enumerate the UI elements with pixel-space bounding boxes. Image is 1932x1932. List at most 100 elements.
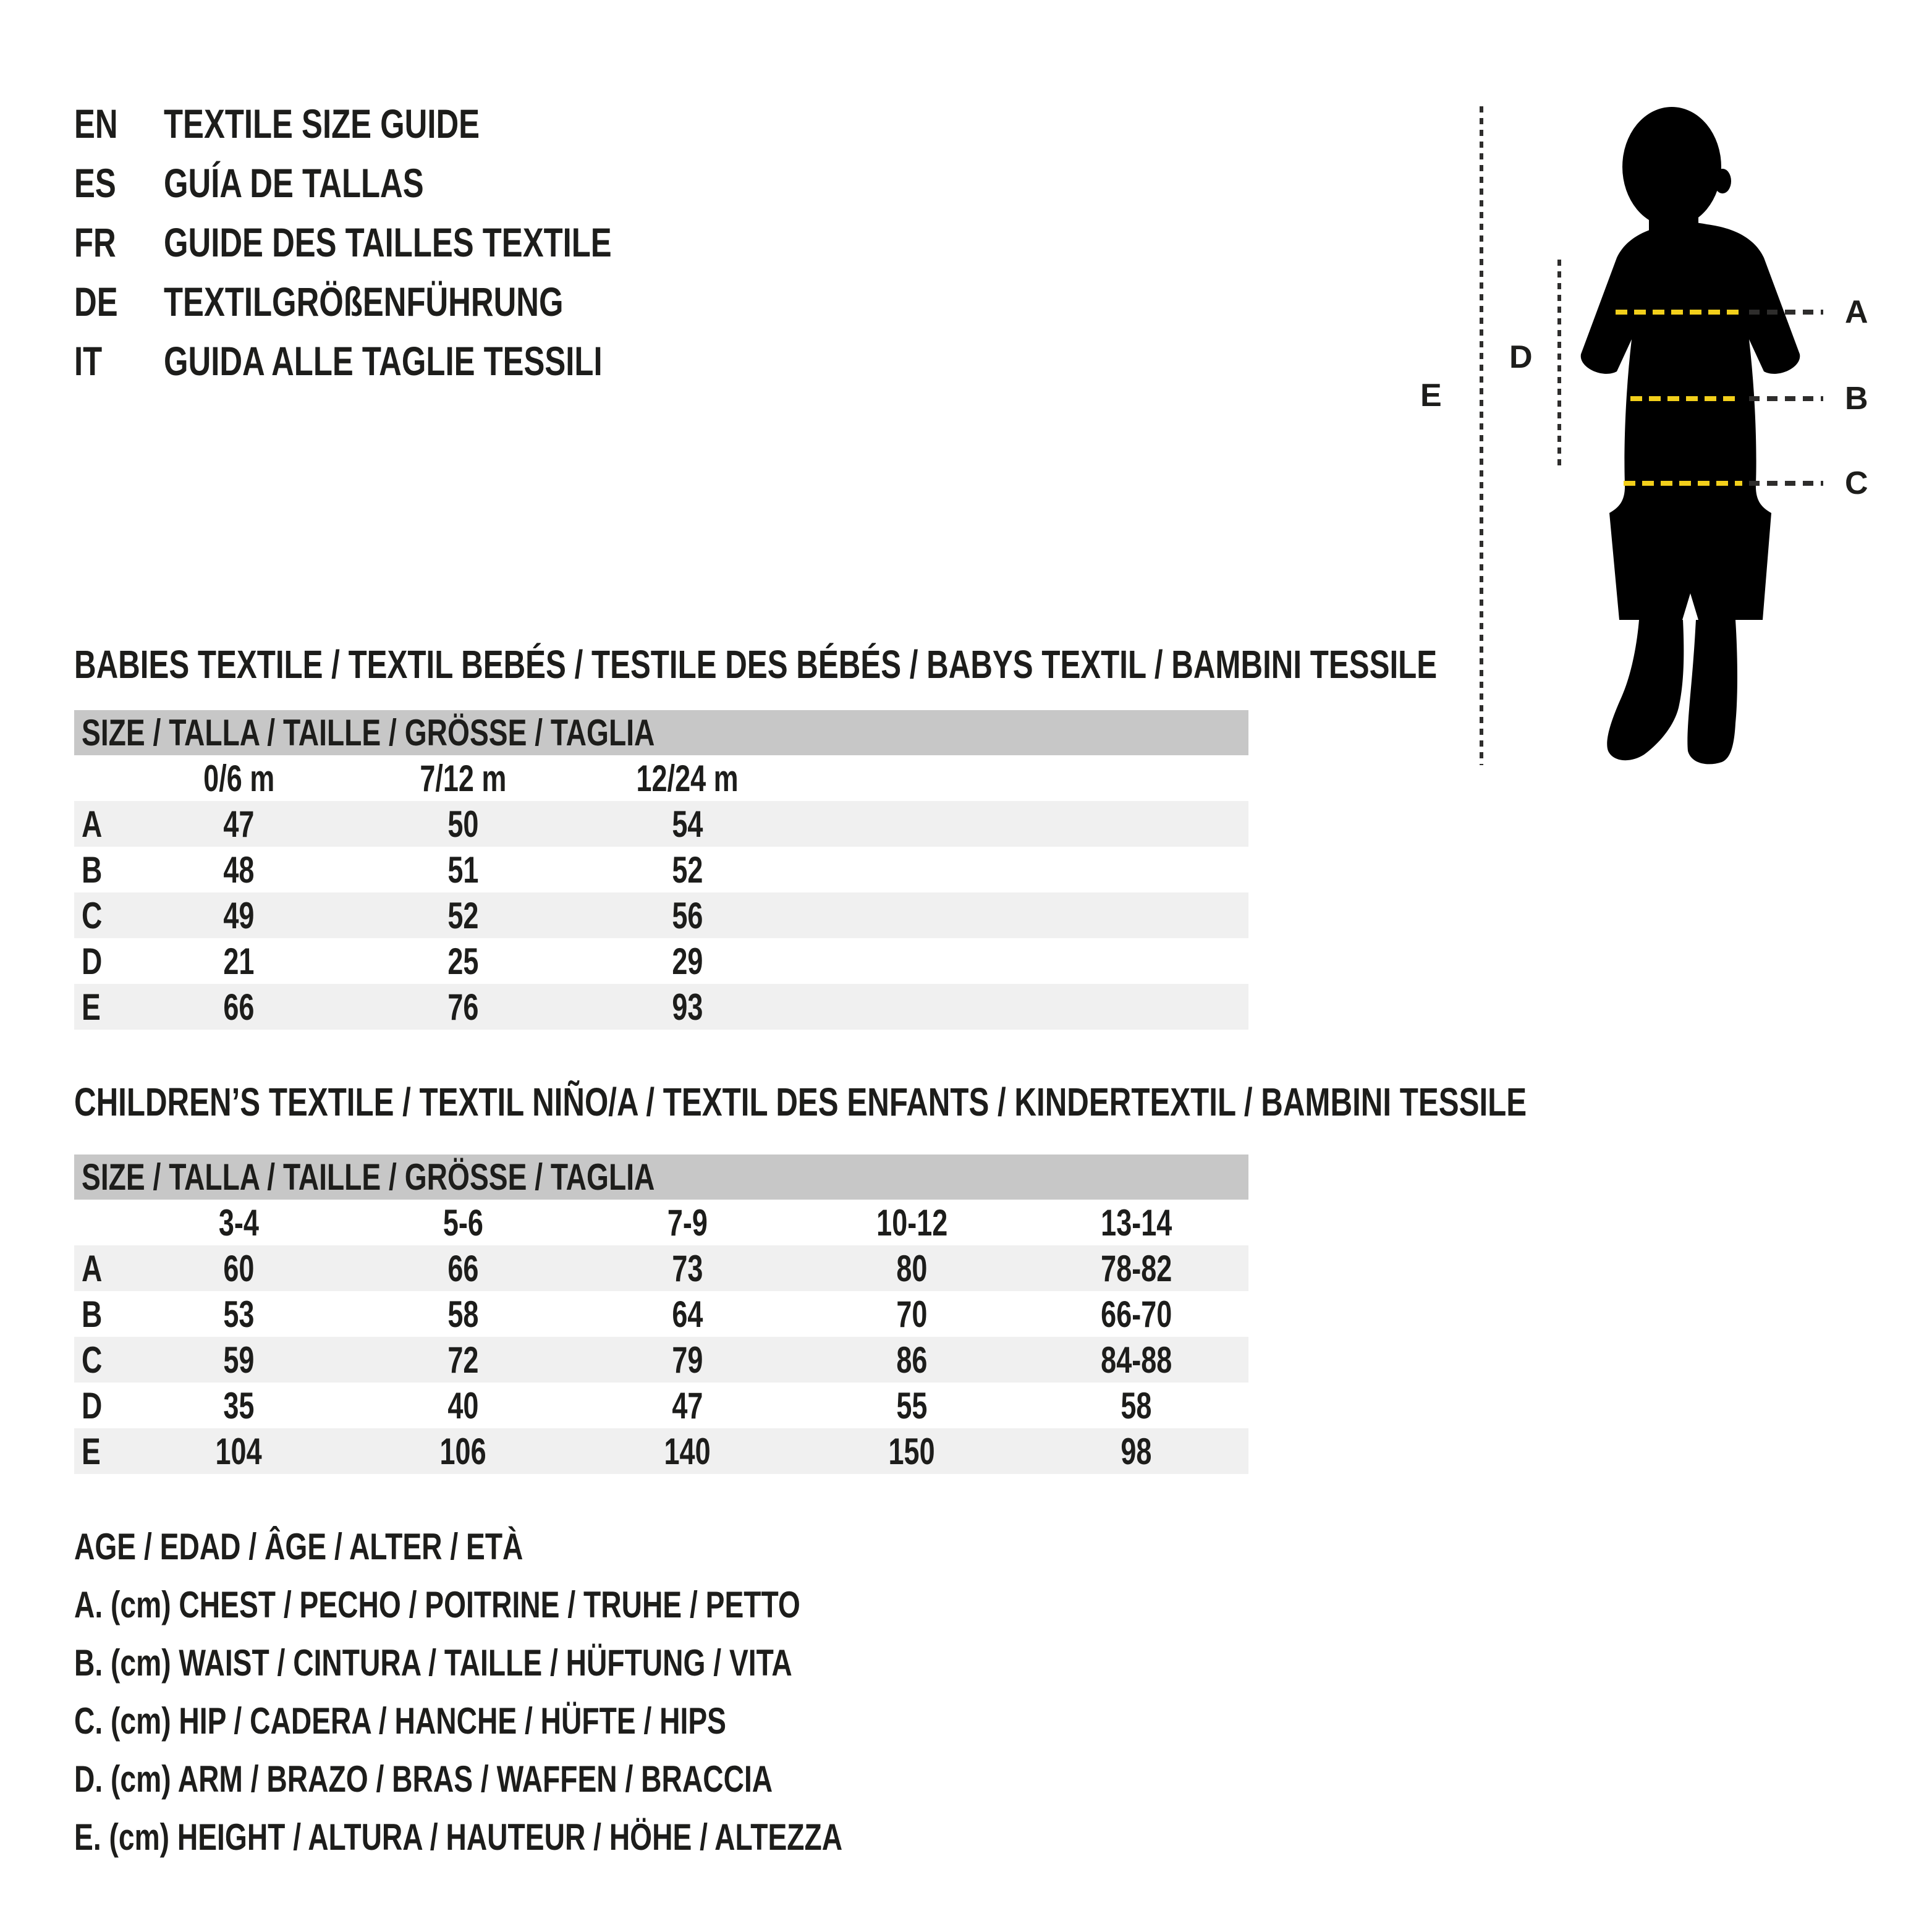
value-cell: 66	[351, 1247, 575, 1290]
value-cell: 48	[127, 849, 351, 891]
value-text: 40	[447, 1384, 479, 1426]
legend-line: AGE / EDAD / ÂGE / ALTER / ETÀ	[74, 1518, 1072, 1576]
babies-size-table: SIZE / TALLA / TAILLE / GRÖSSE / TAGLIA 0…	[74, 710, 1248, 1030]
value-text: 86	[896, 1339, 928, 1381]
table-row: A 47 50 54	[74, 801, 1248, 847]
value-text: 76	[447, 986, 479, 1028]
value-cell: 53	[127, 1293, 351, 1336]
column-header-text: 10-12	[876, 1201, 948, 1244]
value-text: 52	[672, 849, 703, 891]
value-text: 52	[447, 894, 479, 936]
value-text: 59	[223, 1339, 255, 1381]
table-row: C 59 72 79 86 84-88	[74, 1337, 1248, 1383]
value-cell: 55	[800, 1384, 1024, 1427]
value-cell: 64	[575, 1293, 800, 1336]
value-cell: 78-82	[1024, 1247, 1248, 1290]
size-header-text: SIZE / TALLA / TAILLE / GRÖSSE / TAGLIA	[82, 1156, 655, 1198]
value-text: 106	[439, 1430, 487, 1472]
value-text: 60	[223, 1247, 255, 1289]
language-title: TEXTILE SIZE GUIDE	[164, 101, 480, 146]
language-code: ES	[74, 160, 116, 206]
children-section-title-text: CHILDREN’S TEXTILE / TEXTIL NIÑO/A / TEX…	[74, 1080, 1527, 1124]
value-cell: 73	[575, 1247, 800, 1290]
value-cell: 25	[351, 940, 575, 983]
language-title: GUIDE DES TAILLES TEXTILE	[164, 219, 612, 265]
figure-label-height: E	[1420, 378, 1442, 413]
legend-line-text: C. (cm) HIP / CADERA / HANCHE / HÜFTE / …	[74, 1700, 727, 1742]
value-cell: 49	[127, 894, 351, 937]
value-text: 80	[896, 1247, 928, 1289]
row-label-text: D	[82, 1384, 103, 1426]
row-label-text: C	[82, 1339, 103, 1381]
language-code: EN	[74, 101, 118, 146]
value-text: 29	[672, 940, 703, 982]
language-title: GUIDA ALLE TAGLIE TESSILI	[164, 338, 603, 384]
value-text: 150	[888, 1430, 936, 1472]
value-cell: 47	[575, 1384, 800, 1427]
column-header-cell: 7-9	[575, 1201, 800, 1244]
value-cell: 66	[127, 986, 351, 1028]
row-label-text: D	[82, 940, 103, 982]
language-code: DE	[74, 279, 118, 324]
value-text: 49	[223, 894, 255, 936]
arm-measure-dotted-line	[1557, 260, 1561, 471]
size-header-text: SIZE / TALLA / TAILLE / GRÖSSE / TAGLIA	[82, 712, 655, 753]
row-label-text: A	[82, 803, 103, 845]
value-text: 21	[223, 940, 255, 982]
value-text: 53	[223, 1293, 255, 1335]
value-text: 50	[447, 803, 479, 845]
value-cell: 72	[351, 1339, 575, 1381]
babies-section-title-text: BABIES TEXTILE / TEXTIL BEBÉS / TESTILE …	[74, 642, 1438, 687]
legend-line: C. (cm) HIP / CADERA / HANCHE / HÜFTE / …	[74, 1692, 1072, 1750]
value-text: 47	[672, 1384, 703, 1426]
table-row: E 104 106 140 150 98	[74, 1428, 1248, 1474]
column-header-cell: 12/24 m	[575, 757, 800, 800]
value-text: 54	[672, 803, 703, 845]
child-silhouette	[1580, 107, 1800, 765]
hip-leader-dashed-line	[1749, 481, 1823, 486]
column-header-cell: 3-4	[127, 1201, 351, 1244]
value-cell: 54	[575, 803, 800, 845]
legend-line-text: E. (cm) HEIGHT / ALTURA / HAUTEUR / HÖHE…	[74, 1816, 843, 1858]
legend-line-text: B. (cm) WAIST / CINTURA / TAILLE / HÜFTU…	[74, 1642, 792, 1684]
column-header-cell: 0/6 m	[127, 757, 351, 800]
value-cell: 86	[800, 1339, 1024, 1381]
value-cell: 47	[127, 803, 351, 845]
column-header-row: 3-4 5-6 7-9 10-12 13-14	[74, 1200, 1248, 1245]
legend-line-text: A. (cm) CHEST / PECHO / POITRINE / TRUHE…	[74, 1584, 800, 1625]
language-title: TEXTILGRÖßENFÜHRUNG	[164, 279, 564, 324]
value-text: 72	[447, 1339, 479, 1381]
table-row: E 66 76 93	[74, 984, 1248, 1030]
value-text: 58	[1121, 1384, 1152, 1426]
value-text: 66	[223, 986, 255, 1028]
row-label: C	[74, 894, 127, 937]
value-text: 78-82	[1100, 1247, 1172, 1289]
value-text: 66	[447, 1247, 479, 1289]
value-text: 56	[672, 894, 703, 936]
row-label: A	[74, 803, 127, 845]
table-row: A 60 66 73 80 78-82	[74, 1245, 1248, 1291]
value-text: 70	[896, 1293, 928, 1335]
table-row: B 48 51 52	[74, 847, 1248, 892]
value-text: 58	[447, 1293, 479, 1335]
value-cell: 59	[127, 1339, 351, 1381]
row-label-text: C	[82, 894, 103, 936]
chest-tape-dashed-line	[1616, 310, 1740, 315]
value-cell: 150	[800, 1430, 1024, 1473]
size-header-bar: SIZE / TALLA / TAILLE / GRÖSSE / TAGLIA	[74, 710, 1248, 755]
measurement-legend: AGE / EDAD / ÂGE / ALTER / ETÀ A. (cm) CH…	[74, 1518, 1072, 1866]
row-label-text: E	[82, 1430, 101, 1472]
column-header-text: 5-6	[443, 1201, 484, 1244]
language-code: IT	[74, 338, 103, 384]
row-label-text: B	[82, 1293, 103, 1335]
row-label: D	[74, 1384, 127, 1427]
value-cell: 58	[351, 1293, 575, 1336]
value-cell: 29	[575, 940, 800, 983]
row-label-text: B	[82, 849, 103, 891]
column-header-cell: 10-12	[800, 1201, 1024, 1244]
size-header-bar: SIZE / TALLA / TAILLE / GRÖSSE / TAGLIA	[74, 1155, 1248, 1200]
value-cell: 40	[351, 1384, 575, 1427]
row-label-text: E	[82, 986, 101, 1028]
value-text: 79	[672, 1339, 703, 1381]
